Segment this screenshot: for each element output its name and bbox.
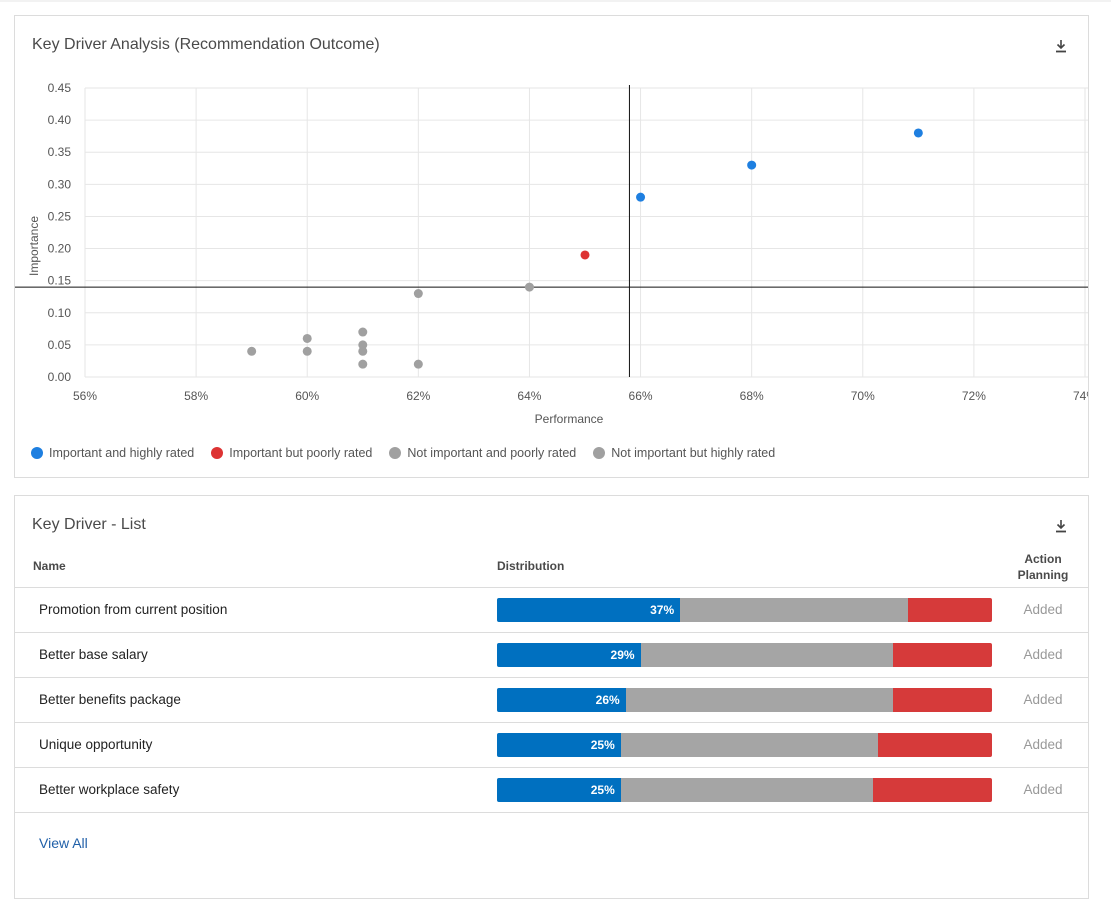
x-tick-label: 60%	[295, 389, 319, 403]
distribution-negative-segment	[892, 643, 992, 667]
distribution-positive-segment: 29%	[497, 643, 641, 667]
distribution-negative-segment	[878, 733, 992, 757]
distribution-negative-segment	[892, 688, 992, 712]
x-tick-label: 56%	[73, 389, 97, 403]
action-planning-status[interactable]: Added	[1023, 782, 1063, 797]
data-point[interactable]	[524, 282, 534, 292]
driver-name: Better workplace safety	[39, 782, 180, 797]
distribution-bar[interactable]: 37%	[497, 598, 992, 622]
y-tick-label: 0.35	[48, 145, 72, 159]
data-point[interactable]	[302, 346, 312, 356]
legend-item[interactable]: Not important and poorly rated	[389, 446, 576, 460]
data-point[interactable]	[913, 128, 923, 138]
top-divider	[0, 0, 1111, 2]
y-tick-label: 0.45	[48, 81, 72, 95]
distribution-bar[interactable]: 26%	[497, 688, 992, 712]
distribution-negative-segment	[873, 778, 992, 802]
data-point[interactable]	[580, 250, 590, 260]
data-point[interactable]	[413, 359, 423, 369]
distribution-positive-segment: 25%	[497, 778, 621, 802]
driver-name: Promotion from current position	[39, 602, 228, 617]
table-row: Promotion from current position 37% Added	[15, 587, 1088, 632]
x-tick-label: 72%	[962, 389, 986, 403]
column-header-name: Name	[33, 559, 66, 573]
column-header-distribution: Distribution	[497, 559, 565, 573]
action-planning-status[interactable]: Added	[1023, 692, 1063, 707]
action-planning-status[interactable]: Added	[1023, 647, 1063, 662]
legend-dot-icon	[593, 447, 606, 459]
y-tick-label: 0.15	[48, 274, 72, 288]
list-card-title: Key Driver - List	[32, 516, 146, 533]
distribution-neutral-segment	[680, 598, 908, 622]
x-tick-label: 62%	[406, 389, 430, 403]
driver-list: Promotion from current position 37% Added B…	[15, 587, 1088, 813]
legend-item[interactable]: Important but poorly rated	[211, 446, 372, 460]
x-tick-label: 66%	[629, 389, 653, 403]
legend-dot-icon	[211, 447, 224, 459]
distribution-bar[interactable]: 29%	[497, 643, 992, 667]
distribution-neutral-segment	[620, 733, 879, 757]
legend-item[interactable]: Not important but highly rated	[593, 446, 775, 460]
driver-name: Unique opportunity	[39, 737, 153, 752]
y-tick-label: 0.30	[48, 177, 72, 191]
scatter-plot: 56% 58% 60% 62% 64% 66% 68% 70% 72% 74% 0.00 0.05 0.…	[15, 81, 1088, 426]
y-tick-label: 0.40	[48, 113, 72, 127]
chart-legend: Important and highly rated Important but …	[31, 446, 792, 460]
table-row: Better base salary 29% Added	[15, 632, 1088, 677]
data-point[interactable]	[358, 340, 368, 350]
x-tick-label: 68%	[740, 389, 764, 403]
distribution-positive-segment: 37%	[497, 598, 681, 622]
distribution-bar[interactable]: 25%	[497, 778, 992, 802]
data-point[interactable]	[413, 289, 423, 299]
driver-name: Better base salary	[39, 647, 148, 662]
x-axis-label: Performance	[535, 412, 604, 426]
distribution-neutral-segment	[625, 688, 893, 712]
data-point[interactable]	[302, 333, 312, 343]
data-point[interactable]	[247, 346, 257, 356]
x-tick-label: 70%	[851, 389, 875, 403]
distribution-neutral-segment	[640, 643, 893, 667]
view-all-link[interactable]: View All	[39, 835, 88, 851]
legend-dot-icon	[389, 447, 402, 459]
x-tick-label: 74%	[1073, 389, 1088, 403]
data-point[interactable]	[636, 192, 646, 202]
legend-label: Not important but highly rated	[611, 446, 776, 460]
action-planning-status[interactable]: Added	[1023, 737, 1063, 752]
y-tick-label: 0.25	[48, 209, 72, 223]
download-icon[interactable]	[1053, 518, 1069, 534]
download-icon[interactable]	[1053, 38, 1069, 54]
legend-item[interactable]: Important and highly rated	[31, 446, 194, 460]
distribution-negative-segment	[907, 598, 992, 622]
y-tick-label: 0.10	[48, 306, 72, 320]
table-row: Better benefits package 26% Added	[15, 677, 1088, 722]
data-point[interactable]	[358, 327, 368, 337]
legend-label: Important but poorly rated	[229, 446, 373, 460]
action-planning-status[interactable]: Added	[1023, 602, 1063, 617]
distribution-neutral-segment	[620, 778, 874, 802]
legend-dot-icon	[31, 447, 43, 459]
table-row: Unique opportunity 25% Added	[15, 722, 1088, 767]
x-tick-label: 64%	[517, 389, 541, 403]
driver-name: Better benefits package	[39, 692, 181, 707]
x-tick-label: 58%	[184, 389, 208, 403]
data-point[interactable]	[358, 359, 368, 369]
data-point[interactable]	[747, 160, 757, 170]
key-driver-list-card: Key Driver - List Name Distribution Acti…	[14, 495, 1089, 899]
table-row: Better workplace safety 25% Added	[15, 767, 1088, 813]
distribution-positive-segment: 26%	[497, 688, 626, 712]
key-driver-analysis-card: Key Driver Analysis (Recommendation Outc…	[14, 15, 1089, 478]
column-header-action-planning: Action Planning	[1017, 552, 1069, 582]
data-point[interactable]	[358, 346, 368, 356]
chart-card-title: Key Driver Analysis (Recommendation Outc…	[32, 36, 380, 53]
legend-label: Not important and poorly rated	[407, 446, 577, 460]
y-axis-label: Importance	[27, 216, 41, 276]
y-tick-label: 0.00	[48, 370, 72, 384]
y-tick-label: 0.20	[48, 242, 72, 256]
legend-label: Important and highly rated	[49, 446, 195, 460]
distribution-positive-segment: 25%	[497, 733, 621, 757]
distribution-bar[interactable]: 25%	[497, 733, 992, 757]
y-tick-label: 0.05	[48, 338, 72, 352]
